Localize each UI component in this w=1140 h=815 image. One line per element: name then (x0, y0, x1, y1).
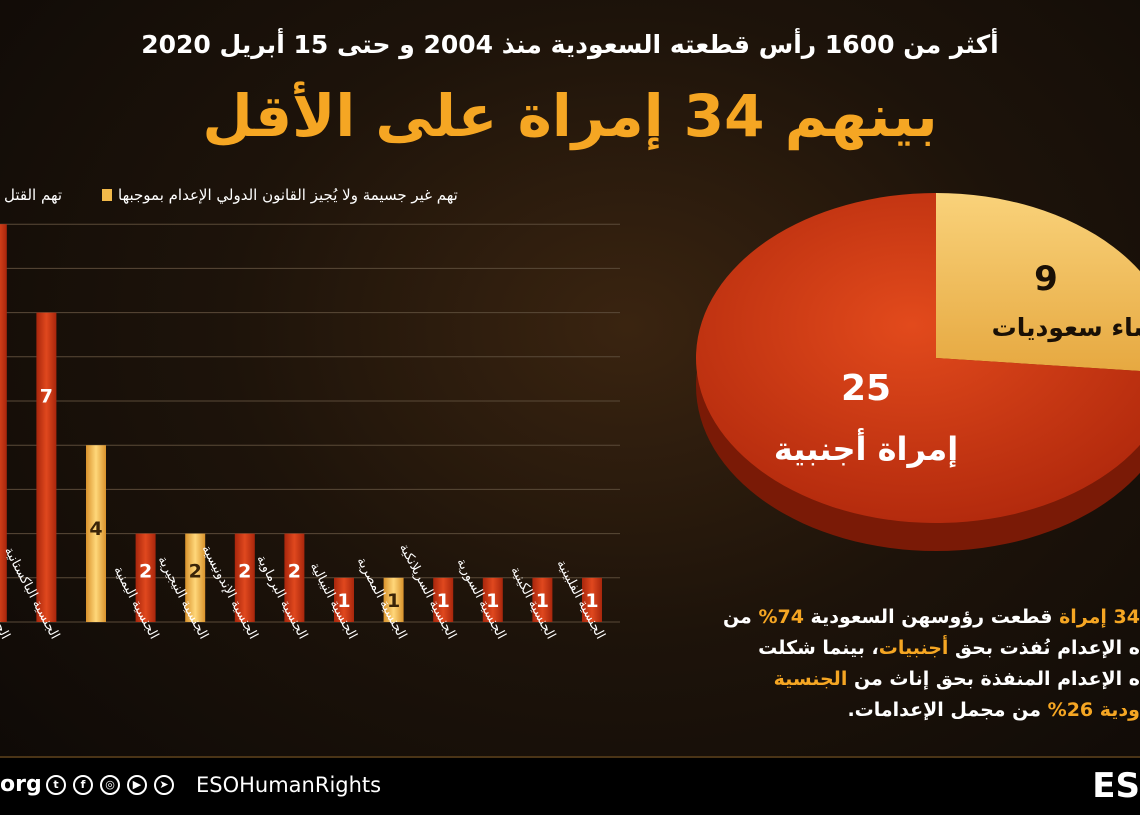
footer-bar (0, 758, 1140, 815)
paragraph-text: ه الإعدام المنفذة بحق إناث من (847, 668, 1140, 690)
legend-swatch-yellow (102, 189, 112, 201)
paragraph-text: ه الإعدام نُفذت بحق (948, 637, 1140, 659)
bar-value-label: 2 (139, 561, 152, 583)
footer-website-link[interactable]: org (0, 772, 42, 797)
paragraph-text: من (722, 606, 759, 628)
paragraph-text: قطعت رؤوسهن السعودية (803, 606, 1060, 628)
bar-value-label: 7 (40, 386, 53, 408)
bar-value-label: ) (0, 297, 1, 319)
paragraph-saudi-highlight: ودية 26% (1047, 699, 1140, 721)
bar-value-label: 2 (189, 561, 202, 583)
pie-slice-label: إمراة أجنبية (774, 428, 958, 469)
paragraph-nationality-highlight: الجنسية (773, 668, 848, 690)
paragraph-text: من مجمل الإعدامات. (847, 699, 1048, 721)
bar-value-label: 2 (288, 561, 301, 583)
bar (532, 577, 553, 622)
bar-value-label: 1 (387, 590, 400, 612)
paragraph-percent-highlight: 74% (758, 606, 804, 628)
pie-slice-label: نساء سعوديات (992, 313, 1140, 343)
pie-value-label: 9 (1034, 259, 1058, 299)
legend-item-murder: تهم القتل (0, 186, 62, 204)
bar (0, 224, 7, 622)
bar (135, 533, 156, 622)
pie-slice-foreign (696, 193, 1140, 523)
legend-label-non-serious: تهم غير جسيمة ولا يُجيز القانون الدولي ا… (118, 186, 458, 204)
bar (582, 577, 602, 622)
youtube-icon[interactable]: ▶ (127, 775, 147, 795)
bar (234, 533, 255, 622)
bar-value-label: 1 (337, 590, 350, 612)
bar (383, 577, 404, 622)
legend-item-non-serious: تهم غير جسيمة ولا يُجيز القانون الدولي ا… (102, 186, 458, 204)
paragraph-count-highlight: 34 إمراة (1059, 606, 1140, 628)
facebook-icon[interactable]: f (73, 775, 93, 795)
bar (284, 533, 305, 622)
bar-value-label: 4 (89, 518, 102, 540)
bar-value-label: 1 (437, 590, 450, 612)
chart-legend: تهم غير جسيمة ولا يُجيز القانون الدولي ا… (0, 186, 640, 210)
twitter-icon[interactable]: t (46, 775, 66, 795)
bar-value-label: 1 (486, 590, 499, 612)
bar (185, 533, 206, 622)
pie-chart: 9 نساء سعوديات 25 إمراة أجنبية (696, 193, 1140, 551)
paragraph-foreigners-highlight: أجنبيات (878, 637, 949, 659)
bar (334, 577, 354, 622)
bar-value-label: 1 (536, 590, 549, 612)
bar (86, 445, 106, 622)
pie-value-label: 25 (841, 368, 891, 409)
footer-handle[interactable]: ESOHumanRights (196, 773, 382, 797)
bar (433, 577, 454, 622)
subtitle: أكثر من 1600 رأس قطعته السعودية منذ 2004… (141, 30, 999, 59)
footer-logo: ES (1092, 766, 1140, 806)
telegram-icon[interactable]: ➤ (154, 775, 174, 795)
bar (482, 577, 503, 622)
pie-slice-saudi (936, 193, 1140, 371)
instagram-icon[interactable]: ◎ (100, 775, 120, 795)
bar-value-label: 2 (238, 561, 251, 583)
paragraph-text: ، بينما شكلت (758, 637, 879, 659)
footer-divider (0, 756, 1140, 758)
summary-paragraph: 34 إمراة قطعت رؤوسهن السعودية 74% من ه ا… (620, 602, 1140, 726)
legend-label-murder: تهم القتل (4, 186, 63, 204)
headline: بينهم 34 إمراة على الأقل (202, 82, 938, 150)
bar (36, 312, 57, 622)
bar-value-label: 1 (585, 590, 598, 612)
